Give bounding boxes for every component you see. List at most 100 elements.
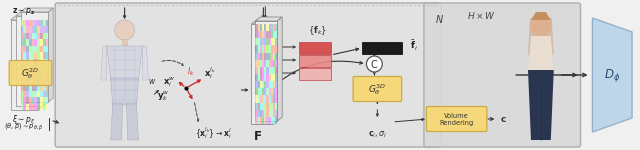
Bar	[40, 26, 43, 33]
Bar	[255, 103, 258, 110]
Bar	[29, 33, 31, 39]
Bar	[258, 67, 260, 74]
Bar	[45, 46, 48, 52]
Polygon shape	[15, 12, 48, 16]
Bar	[20, 84, 23, 91]
Polygon shape	[20, 12, 48, 102]
Bar	[37, 20, 40, 26]
Bar	[43, 91, 45, 97]
Bar	[275, 38, 277, 45]
Bar	[260, 74, 262, 81]
Bar	[31, 58, 35, 65]
Bar	[37, 46, 40, 52]
Bar	[271, 38, 273, 45]
Bar	[258, 117, 260, 124]
Text: $H \times W$: $H \times W$	[467, 10, 496, 21]
Bar	[269, 95, 271, 103]
Bar	[271, 60, 273, 67]
Bar	[23, 58, 26, 65]
Bar	[275, 110, 277, 117]
Bar	[23, 71, 26, 78]
Bar	[43, 20, 45, 26]
FancyBboxPatch shape	[9, 60, 52, 86]
Bar	[29, 65, 31, 71]
Bar	[31, 97, 35, 103]
Bar	[264, 110, 266, 117]
Bar	[45, 33, 48, 39]
Bar	[260, 31, 262, 38]
Circle shape	[530, 14, 552, 36]
Bar	[258, 81, 260, 88]
Bar	[40, 65, 43, 71]
Bar	[20, 52, 23, 58]
Bar	[23, 39, 26, 46]
Bar	[271, 67, 273, 74]
Bar	[29, 26, 31, 33]
Polygon shape	[528, 36, 554, 72]
Bar	[31, 52, 35, 58]
Text: $\mathbf{x}_i^w$: $\mathbf{x}_i^w$	[163, 75, 175, 89]
FancyBboxPatch shape	[424, 3, 580, 147]
Bar	[269, 67, 271, 74]
Bar	[40, 52, 43, 58]
Bar	[20, 46, 23, 52]
Polygon shape	[255, 21, 277, 121]
Bar	[43, 52, 45, 58]
Bar	[271, 52, 273, 60]
Bar	[266, 81, 269, 88]
Bar	[20, 78, 23, 84]
Bar	[43, 33, 45, 39]
Bar	[266, 60, 269, 67]
Bar	[35, 78, 37, 84]
Bar	[37, 78, 40, 84]
Bar	[260, 88, 262, 95]
Bar	[258, 24, 260, 31]
Bar	[258, 103, 260, 110]
Bar	[273, 81, 275, 88]
Polygon shape	[593, 18, 632, 132]
Bar	[273, 24, 275, 31]
Bar	[260, 117, 262, 124]
Bar	[23, 46, 26, 52]
Bar	[20, 91, 23, 97]
Bar	[35, 91, 37, 97]
Bar	[264, 31, 266, 38]
Circle shape	[367, 56, 382, 72]
Bar	[23, 20, 26, 26]
Polygon shape	[20, 8, 53, 12]
Bar	[29, 58, 31, 65]
Bar	[255, 81, 258, 88]
Bar	[269, 103, 271, 110]
Bar	[40, 58, 43, 65]
Bar	[37, 71, 40, 78]
Bar	[31, 78, 35, 84]
Polygon shape	[277, 17, 282, 121]
Bar	[264, 24, 266, 31]
Bar	[264, 38, 266, 45]
Bar	[35, 65, 37, 71]
Bar	[26, 20, 29, 26]
Circle shape	[115, 20, 134, 40]
Text: $\{\mathbf{x}_i^{l_k}\} \rightarrow \mathbf{x}_i^l$: $\{\mathbf{x}_i^{l_k}\} \rightarrow \mat…	[195, 125, 232, 141]
Bar	[262, 45, 264, 52]
Bar	[269, 45, 271, 52]
Bar	[40, 91, 43, 97]
Polygon shape	[107, 46, 143, 80]
Bar	[23, 97, 26, 103]
Bar	[273, 38, 275, 45]
Bar	[45, 20, 48, 26]
Bar	[264, 52, 266, 60]
Bar	[255, 95, 258, 103]
Bar	[255, 31, 258, 38]
Text: $l_k$: $l_k$	[187, 66, 195, 78]
FancyBboxPatch shape	[426, 106, 487, 132]
Bar	[37, 26, 40, 33]
Text: $w$: $w$	[148, 78, 156, 87]
Polygon shape	[255, 17, 282, 21]
Bar	[260, 60, 262, 67]
Bar	[264, 67, 266, 74]
Bar	[255, 110, 258, 117]
Bar	[271, 24, 273, 31]
Bar	[26, 26, 29, 33]
Polygon shape	[11, 20, 38, 110]
